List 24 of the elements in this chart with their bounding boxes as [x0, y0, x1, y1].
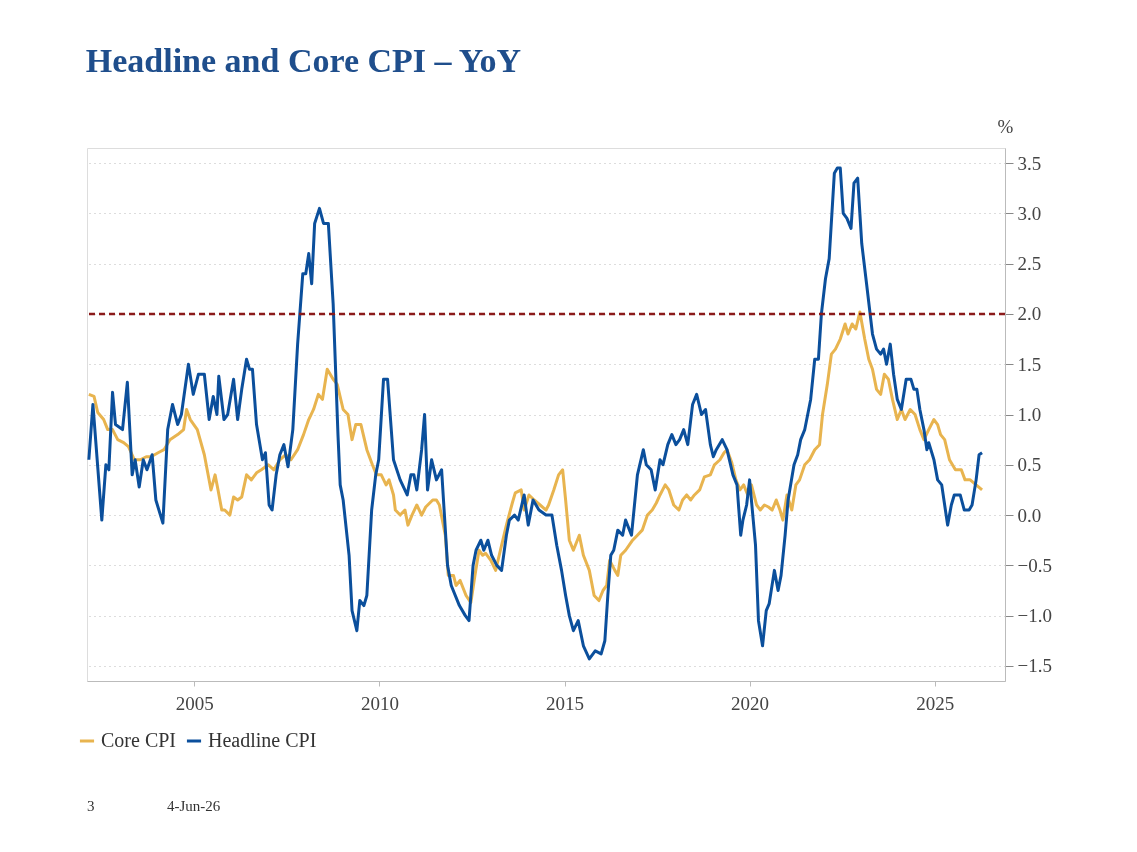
y-tick-label: 0.0: [1017, 504, 1042, 526]
y-axis-title: %: [997, 115, 1014, 137]
x-tick-label: 2010: [360, 692, 399, 714]
x-tick-label: 2005: [175, 692, 214, 714]
legend-label: Core CPI: [101, 729, 176, 751]
x-tick-label: 2020: [731, 692, 770, 714]
x-tick-label: 2025: [916, 692, 955, 714]
text: 4-Jun-26: [167, 798, 221, 814]
y-tick-label: 2.5: [1017, 253, 1042, 275]
y-tick-label: 3.0: [1017, 202, 1042, 224]
line-series: [87, 166, 984, 661]
legend-label: Headline CPI: [208, 729, 317, 751]
text: 3: [87, 798, 95, 814]
y-tick-label: −0.5: [1017, 554, 1052, 576]
y-tick-label: 0.5: [1017, 454, 1042, 476]
y-tick-label: 1.5: [1017, 353, 1042, 375]
y-tick-label: 1.0: [1017, 404, 1042, 425]
y-tick-label: −1.0: [1017, 605, 1052, 627]
y-tick-label: 3.5: [1017, 152, 1042, 174]
chart-title: Headline and Core CPI – YoY: [85, 42, 522, 79]
y-tick-label: 2.0: [1017, 303, 1042, 325]
x-tick-label: 2015: [546, 692, 585, 714]
line-series: [87, 310, 984, 605]
y-tick-label: −1.5: [1017, 655, 1052, 677]
